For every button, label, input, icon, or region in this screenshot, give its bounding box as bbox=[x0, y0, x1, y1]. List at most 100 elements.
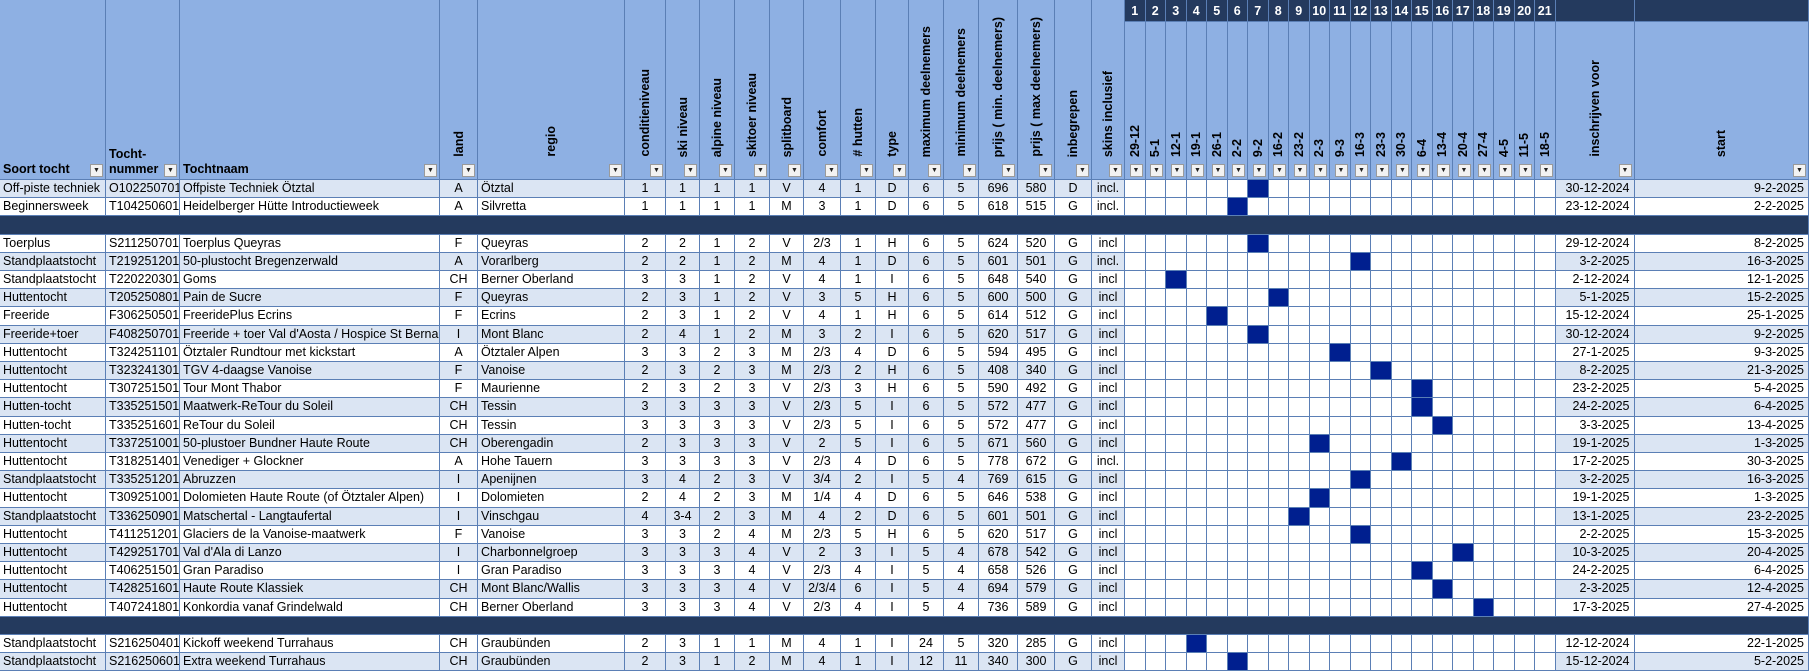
week-17-filter-button[interactable]: ▼ bbox=[1458, 164, 1471, 177]
cell-splitboard[interactable]: V bbox=[770, 471, 804, 489]
week-cell[interactable] bbox=[1207, 471, 1228, 489]
cell-naam[interactable]: Ötztaler Rundtour met kickstart bbox=[180, 344, 440, 362]
week-cell[interactable] bbox=[1474, 435, 1495, 453]
cell-splitboard[interactable]: M bbox=[770, 253, 804, 271]
cell-max[interactable]: 24 bbox=[909, 635, 944, 653]
cell-splitboard[interactable]: M bbox=[770, 489, 804, 507]
week-cell[interactable] bbox=[1330, 235, 1351, 253]
week-cell[interactable] bbox=[1494, 653, 1515, 671]
cell-hutten[interactable]: 4 bbox=[841, 489, 876, 507]
week-cell[interactable] bbox=[1207, 198, 1228, 216]
cell-type[interactable]: D bbox=[876, 489, 909, 507]
cell-regio[interactable]: Maurienne bbox=[478, 380, 625, 398]
cell-max[interactable]: 6 bbox=[909, 362, 944, 380]
cell-land[interactable]: CH bbox=[440, 635, 478, 653]
cell-regio[interactable]: Vinschgau bbox=[478, 508, 625, 526]
cell-alpine[interactable]: 3 bbox=[700, 417, 735, 435]
cell-start[interactable]: 13-4-2025 bbox=[1635, 417, 1809, 435]
cell-inschrijven[interactable]: 17-2-2025 bbox=[1556, 453, 1635, 471]
cell-comfort[interactable]: 4 bbox=[804, 180, 841, 198]
week-marker-filled[interactable] bbox=[1433, 417, 1454, 435]
cell-max[interactable]: 5 bbox=[909, 562, 944, 580]
cell-start[interactable]: 5-2-2025 bbox=[1635, 653, 1809, 671]
cell-alpine[interactable]: 2 bbox=[700, 344, 735, 362]
week-cell[interactable] bbox=[1310, 380, 1331, 398]
cell-max[interactable]: 6 bbox=[909, 398, 944, 416]
week-cell[interactable] bbox=[1310, 271, 1331, 289]
column-header-min[interactable]: minimum deelnemers▼ bbox=[944, 0, 979, 180]
cell-max[interactable]: 6 bbox=[909, 417, 944, 435]
week-cell[interactable] bbox=[1248, 562, 1269, 580]
week-cell[interactable] bbox=[1392, 562, 1413, 580]
week-cell[interactable] bbox=[1146, 544, 1167, 562]
week-cell[interactable] bbox=[1228, 362, 1249, 380]
cell-conditie[interactable]: 2 bbox=[625, 362, 666, 380]
cell-conditie[interactable]: 2 bbox=[625, 235, 666, 253]
cell-conditie[interactable]: 2 bbox=[625, 635, 666, 653]
week-cell[interactable] bbox=[1289, 562, 1310, 580]
week-marker-filled[interactable] bbox=[1310, 435, 1331, 453]
week-cell[interactable] bbox=[1146, 344, 1167, 362]
week-cell[interactable] bbox=[1310, 307, 1331, 325]
week-cell[interactable] bbox=[1412, 326, 1433, 344]
cell-prijs_min[interactable]: 600 bbox=[979, 289, 1018, 307]
cell-min[interactable]: 5 bbox=[944, 180, 979, 198]
start-filter-button[interactable]: ▼ bbox=[1793, 164, 1806, 177]
week-cell[interactable] bbox=[1371, 307, 1392, 325]
cell-inschrijven[interactable]: 24-2-2025 bbox=[1556, 562, 1635, 580]
week-cell[interactable] bbox=[1453, 253, 1474, 271]
cell-inbegrepen[interactable]: G bbox=[1055, 417, 1092, 435]
week-marker-filled[interactable] bbox=[1228, 653, 1249, 671]
week-cell[interactable] bbox=[1248, 489, 1269, 507]
week-cell[interactable] bbox=[1474, 235, 1495, 253]
cell-splitboard[interactable]: M bbox=[770, 653, 804, 671]
cell-max[interactable]: 6 bbox=[909, 526, 944, 544]
week-cell[interactable] bbox=[1330, 635, 1351, 653]
week-cell[interactable] bbox=[1515, 307, 1536, 325]
cell-prijs_max[interactable]: 517 bbox=[1018, 326, 1055, 344]
cell-type[interactable]: H bbox=[876, 235, 909, 253]
cell-hutten[interactable]: 1 bbox=[841, 253, 876, 271]
cell-land[interactable]: F bbox=[440, 307, 478, 325]
cell-regio[interactable]: Charbonnelgroep bbox=[478, 544, 625, 562]
week-cell[interactable] bbox=[1125, 453, 1146, 471]
cell-comfort[interactable]: 2/3 bbox=[804, 362, 841, 380]
week-cell[interactable] bbox=[1351, 562, 1372, 580]
cell-min[interactable]: 11 bbox=[944, 653, 979, 671]
week-cell[interactable] bbox=[1515, 326, 1536, 344]
cell-alpine[interactable]: 3 bbox=[700, 398, 735, 416]
cell-splitboard[interactable]: M bbox=[770, 526, 804, 544]
week-cell[interactable] bbox=[1392, 599, 1413, 617]
week-cell[interactable] bbox=[1494, 526, 1515, 544]
cell-comfort[interactable]: 4 bbox=[804, 307, 841, 325]
cell-inbegrepen[interactable]: G bbox=[1055, 344, 1092, 362]
week-cell[interactable] bbox=[1494, 489, 1515, 507]
cell-prijs_min[interactable]: 601 bbox=[979, 253, 1018, 271]
week-date-header[interactable]: 29-12▼ bbox=[1125, 22, 1146, 180]
week-cell[interactable] bbox=[1433, 398, 1454, 416]
week-cell[interactable] bbox=[1535, 435, 1556, 453]
week-cell[interactable] bbox=[1146, 653, 1167, 671]
cell-land[interactable]: F bbox=[440, 235, 478, 253]
week-cell[interactable] bbox=[1310, 544, 1331, 562]
week-marker-filled[interactable] bbox=[1433, 580, 1454, 598]
cell-max[interactable]: 6 bbox=[909, 235, 944, 253]
cell-naam[interactable]: Pain de Sucre bbox=[180, 289, 440, 307]
week-cell[interactable] bbox=[1515, 508, 1536, 526]
week-cell[interactable] bbox=[1371, 253, 1392, 271]
type-filter-button[interactable]: ▼ bbox=[893, 164, 906, 177]
week-cell[interactable] bbox=[1289, 453, 1310, 471]
cell-skins[interactable]: incl bbox=[1092, 398, 1125, 416]
week-cell[interactable] bbox=[1187, 398, 1208, 416]
week-cell[interactable] bbox=[1515, 635, 1536, 653]
cell-max[interactable]: 5 bbox=[909, 544, 944, 562]
cell-splitboard[interactable]: M bbox=[770, 508, 804, 526]
cell-nummer[interactable]: T407241801 bbox=[106, 599, 180, 617]
week-cell[interactable] bbox=[1412, 307, 1433, 325]
week-cell[interactable] bbox=[1187, 526, 1208, 544]
week-cell[interactable] bbox=[1392, 489, 1413, 507]
cell-prijs_max[interactable]: 579 bbox=[1018, 580, 1055, 598]
cell-splitboard[interactable]: M bbox=[770, 344, 804, 362]
cell-land[interactable]: A bbox=[440, 253, 478, 271]
cell-prijs_min[interactable]: 572 bbox=[979, 417, 1018, 435]
